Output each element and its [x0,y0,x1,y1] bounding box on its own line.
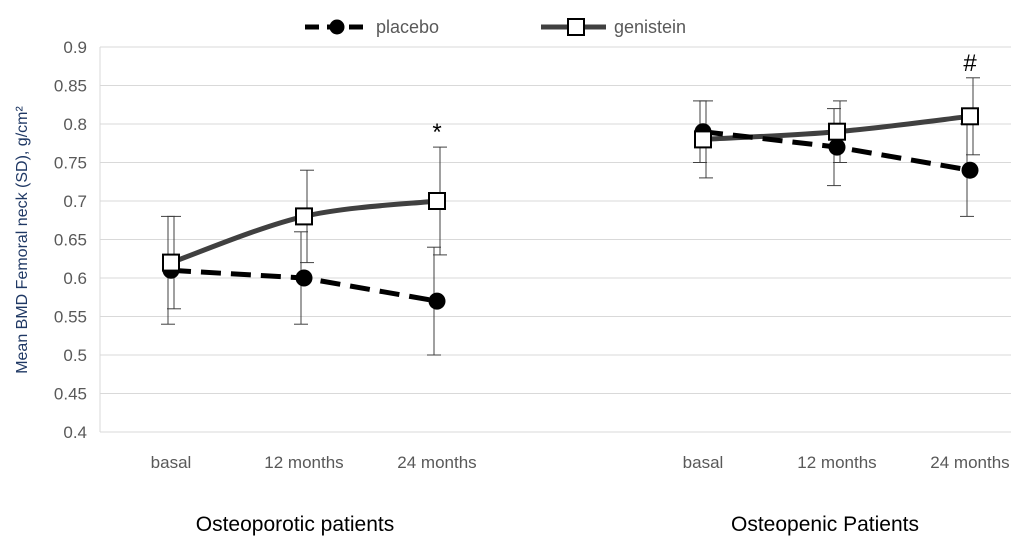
point-placebo [295,269,313,287]
point-genistein [961,107,979,126]
axes: 0.4 0.45 0.5 0.55 0.6 0.65 0.7 0.75 0.8 0.85 0.9 ba… [54,38,1010,472]
x-tick-label: basal [151,453,192,472]
y-tick-label: 0.85 [54,77,87,96]
x-tick-label: 12 months [797,453,876,472]
x-tick-label: 24 months [397,453,476,472]
y-tick-label: 0.8 [63,115,87,134]
y-axis-title: Mean BMD Femoral neck (SD), g/cm² [14,106,31,374]
point-genistein [428,192,446,210]
group-label-osteopenic: Osteopenic Patients [731,513,919,536]
legend-genistein-marker [567,18,585,36]
significance-annotation: # [963,50,977,77]
point-placebo [428,292,446,310]
point-placebo [961,161,979,179]
point-genistein [828,122,846,141]
y-tick-label: 0.55 [54,308,87,327]
y-tick-label: 0.5 [63,346,87,365]
point-placebo [828,138,846,156]
point-genistein [162,253,180,272]
y-tick-label: 0.4 [63,423,87,442]
y-tick-label: 0.7 [63,192,87,211]
legend-genistein-label: genistein [614,17,686,37]
x-tick-label: basal [683,453,724,472]
x-tick-label: 12 months [264,453,343,472]
gridlines [100,46,1011,433]
y-tick-label: 0.45 [54,385,87,404]
series: *# [161,50,980,356]
x-tick-label: 24 months [930,453,1009,472]
point-genistein [295,207,313,226]
y-tick-label: 0.75 [54,154,87,173]
point-genistein [694,130,712,149]
legend: placebo genistein [305,17,686,37]
group-label-osteoporotic: Osteoporotic patients [196,513,394,536]
y-tick-label: 0.6 [63,269,87,288]
y-tick-label: 0.65 [54,231,87,250]
legend-placebo-marker [329,19,345,35]
y-tick-label: 0.9 [63,38,87,57]
legend-placebo-label: placebo [376,17,439,37]
significance-annotation: * [432,119,441,146]
